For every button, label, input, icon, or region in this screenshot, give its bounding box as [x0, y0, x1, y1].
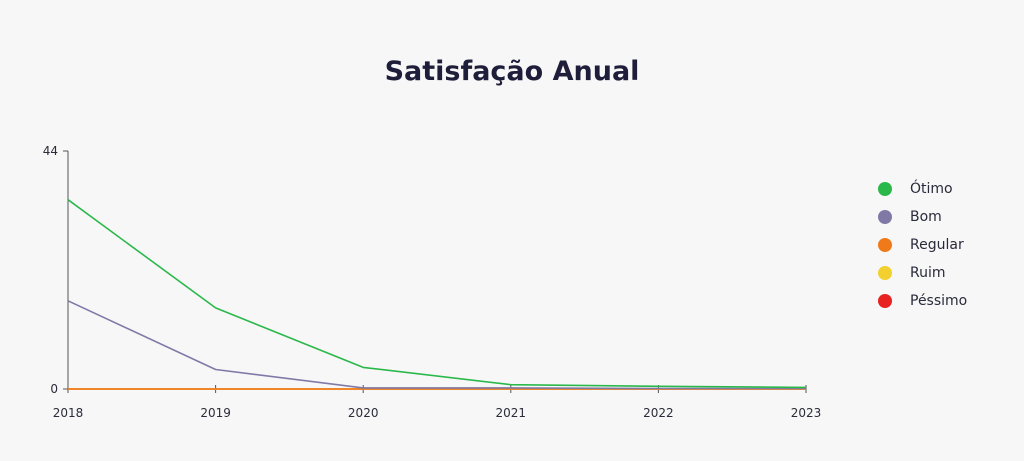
x-tick-label: 2020: [348, 406, 379, 420]
legend-swatch: [878, 294, 892, 308]
legend-swatch: [878, 238, 892, 252]
chart-legend: Ótimo Bom Regular Ruim Péssimo: [878, 175, 967, 315]
legend-label: Péssimo: [910, 293, 968, 309]
x-tick-label: 2023: [791, 406, 822, 420]
legend-item: Ótimo: [878, 175, 967, 203]
x-tick-label: 2018: [53, 406, 84, 420]
x-tick-label: 2022: [643, 406, 674, 420]
y-tick-label: 44: [43, 144, 58, 158]
series-line-bom: [67, 300, 806, 390]
legend-label: Ruim: [910, 265, 946, 281]
legend-swatch: [878, 182, 892, 196]
chart-title: Satisfação Anual: [384, 56, 640, 87]
legend-item: Regular: [878, 231, 967, 259]
legend-label: Regular: [910, 237, 964, 253]
legend-swatch: [878, 210, 892, 224]
legend-swatch: [878, 266, 892, 280]
y-tick-label: 0: [50, 382, 58, 396]
series-line-otimo: [67, 199, 807, 389]
x-tick-label: 2019: [200, 406, 231, 420]
legend-label: Bom: [910, 209, 942, 225]
legend-item: Ruim: [878, 259, 967, 287]
legend-item: Bom: [878, 203, 967, 231]
legend-label: Ótimo: [910, 181, 953, 197]
x-tick-label: 2021: [496, 406, 527, 420]
legend-item: Péssimo: [878, 287, 967, 315]
